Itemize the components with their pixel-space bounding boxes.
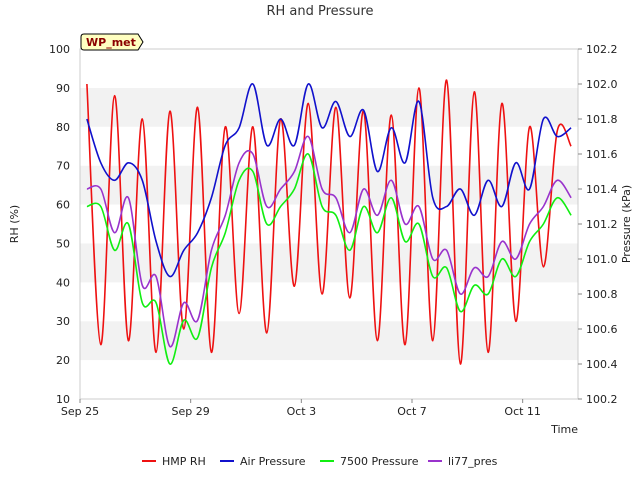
x-axis: Sep 25 Sep 29 Oct 3 Oct 7 Oct 11 <box>61 399 541 418</box>
y-tick-label: 70 <box>56 160 70 173</box>
x-tick-label: Oct 3 <box>287 405 317 418</box>
y-tick-label: 50 <box>56 237 70 250</box>
y2-tick-label: 101.4 <box>586 183 618 196</box>
series-line-air-pressure <box>86 83 572 278</box>
y-tick-label: 20 <box>56 354 70 367</box>
y-tick-label: 60 <box>56 199 70 212</box>
band <box>80 360 578 399</box>
legend: HMP RH Air Pressure 7500 Pressure li77_pres <box>142 455 498 468</box>
y-axis-right: 100.2 100.4 100.6 100.8 101.0 101.2 101.4 101.6… <box>578 43 618 406</box>
y-axis-right-title: Pressure (kPa) <box>620 185 633 263</box>
series-line-hmp-rh <box>86 79 572 365</box>
y2-tick-label: 101.8 <box>586 113 618 126</box>
x-tick-label: Sep 29 <box>172 405 210 418</box>
badge-shape <box>80 33 144 51</box>
y2-tick-label: 100.6 <box>586 323 618 336</box>
chart-title: RH and Pressure <box>266 4 373 19</box>
series-lines <box>86 79 572 365</box>
y2-tick-label: 100.8 <box>586 288 618 301</box>
y2-tick-label: 101.6 <box>586 148 618 161</box>
y-tick-label: 80 <box>56 121 70 134</box>
y-tick-label: 100 <box>49 43 70 56</box>
x-axis-title: Time <box>550 423 578 436</box>
legend-label: Air Pressure <box>240 455 306 468</box>
x-tick-label: Sep 25 <box>61 405 99 418</box>
y2-tick-label: 102.0 <box>586 78 618 91</box>
y2-tick-label: 101.2 <box>586 218 618 231</box>
series-line-li77-pres <box>86 135 572 348</box>
y2-tick-label: 102.2 <box>586 43 618 56</box>
station-badge: WP_met <box>80 33 144 51</box>
x-tick-label: Oct 11 <box>504 405 541 418</box>
y2-tick-label: 100.4 <box>586 358 618 371</box>
legend-label: 7500 Pressure <box>340 455 419 468</box>
badge-label: WP_met <box>86 36 136 49</box>
band <box>80 87 578 127</box>
legend-label: HMP RH <box>162 455 206 468</box>
band <box>80 126 578 166</box>
y-tick-label: 10 <box>56 393 70 406</box>
series-line-7500-pressure <box>86 153 572 365</box>
y-axis-left: 10 20 30 40 50 60 70 80 90 100 <box>49 43 70 406</box>
band <box>80 243 578 283</box>
y2-tick-label: 101.0 <box>586 253 618 266</box>
legend-label: li77_pres <box>448 455 498 468</box>
y-tick-label: 40 <box>56 276 70 289</box>
y-tick-label: 30 <box>56 315 70 328</box>
y2-tick-label: 100.2 <box>586 393 618 406</box>
y-tick-label: 90 <box>56 82 70 95</box>
x-tick-label: Oct 7 <box>397 405 427 418</box>
band <box>80 49 578 88</box>
y-axis-left-title: RH (%) <box>8 205 21 243</box>
